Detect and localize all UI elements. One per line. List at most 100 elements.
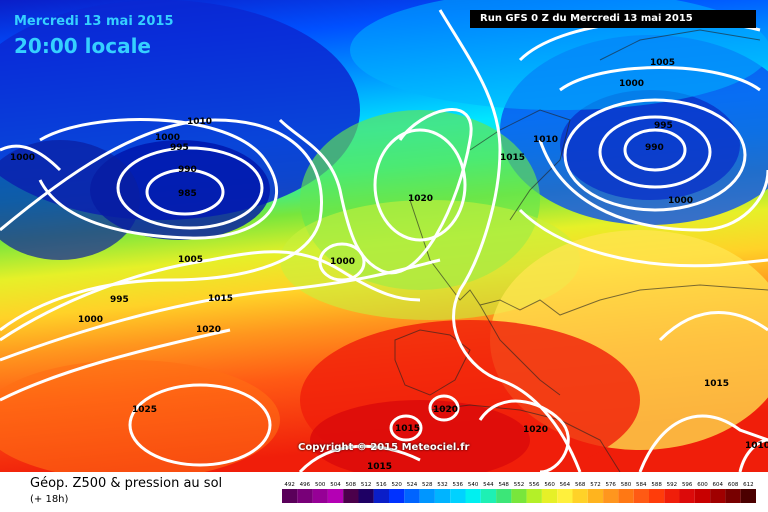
isobar-label: 1000: [668, 196, 693, 206]
isobar-label: 1015: [704, 379, 729, 389]
scale-tick-label: 588: [651, 482, 662, 488]
isobar-label: 1015: [395, 424, 420, 434]
scale-swatch: [649, 489, 665, 503]
scale-swatch: [694, 489, 711, 503]
scale-tick-label: 540: [468, 482, 479, 488]
isobar-label: 1020: [196, 325, 221, 335]
scale-tick-label: 508: [346, 482, 357, 488]
isobar-label: 1025: [132, 405, 157, 415]
scale-swatch: [282, 489, 298, 503]
isobar-label: 1010: [533, 135, 558, 145]
scale-tick-label: 576: [605, 482, 616, 488]
isobars: [0, 9, 768, 472]
scale-swatch: [389, 489, 405, 503]
scale-tick-label: 500: [315, 482, 326, 488]
scale-tick-label: 612: [743, 482, 754, 488]
copyright-text: Copyright © 2015 Meteociel.fr: [298, 442, 470, 453]
scale-tick-label: 552: [514, 482, 525, 488]
scale-swatch: [511, 489, 527, 503]
scale-swatch: [358, 489, 374, 503]
scale-tick-label: 516: [376, 482, 387, 488]
isobar-label: 1000: [619, 79, 644, 89]
isobar-label: 1005: [650, 58, 675, 68]
legend-title: Géop. Z500 & pression au sol: [30, 476, 223, 491]
scale-tick-label: 604: [713, 482, 724, 488]
scale-swatch: [664, 489, 680, 503]
isobar-label: 1015: [208, 294, 233, 304]
scale-tick-label: 600: [697, 482, 708, 488]
isobar-label: 1010: [187, 117, 212, 127]
isobar-label: 995: [110, 295, 129, 305]
scale-tick-label: 560: [544, 482, 555, 488]
forecast-date: Mercredi 13 mai 2015: [14, 14, 174, 29]
scale-tick-label: 496: [300, 482, 311, 488]
scale-tick-label: 524: [407, 482, 418, 488]
legend-subtitle: (+ 18h): [30, 494, 69, 505]
scale-swatch: [419, 489, 435, 503]
scale-swatches: [282, 489, 756, 503]
isobar-label: 1020: [433, 405, 458, 415]
scale-tick-label: 544: [483, 482, 494, 488]
isobar-label: 1020: [523, 425, 548, 435]
scale-tick-label: 536: [453, 482, 464, 488]
scale-tick-label: 580: [621, 482, 632, 488]
scale-tick-label: 520: [391, 482, 402, 488]
isobar-label: 985: [178, 189, 197, 199]
isobar-label: 1010: [745, 441, 768, 451]
scale-swatch: [679, 489, 695, 503]
scale-swatch: [725, 489, 741, 503]
scale-swatch: [465, 489, 481, 503]
scale-labels: 492 496 500 504 508 512 516 520 524 528 532 536 540 5…: [284, 482, 753, 488]
scale-tick-label: 532: [437, 482, 448, 488]
scale-swatch: [740, 489, 756, 503]
isobar-label: 1000: [10, 153, 35, 163]
scale-swatch: [297, 489, 313, 503]
scale-tick-label: 608: [728, 482, 739, 488]
isobar-label-group: 1000 1010 1000 995 990 985 1005 995 1000…: [10, 58, 768, 472]
scale-swatch: [587, 489, 604, 503]
isobar-label: 995: [170, 143, 189, 153]
isobar-label: 995: [654, 121, 673, 131]
scale-tick-label: 492: [284, 482, 295, 488]
scale-swatch: [327, 489, 344, 503]
isobar-label: 1005: [178, 255, 203, 265]
coastlines: [394, 29, 768, 472]
scale-tick-label: 584: [636, 482, 647, 488]
color-scale: 492 496 500 504 508 512 516 520 524 528 532 536 540 5…: [282, 482, 756, 503]
scale-tick-label: 568: [575, 482, 586, 488]
forecast-local-time: 20:00 locale: [14, 34, 151, 58]
scale-tick-label: 572: [590, 482, 601, 488]
scale-swatch: [572, 489, 588, 503]
scale-swatch: [633, 489, 649, 503]
scale-tick-label: 528: [422, 482, 433, 488]
scale-tick-label: 512: [361, 482, 372, 488]
scale-tick-label: 564: [560, 482, 571, 488]
geopotential-fields: [0, 0, 768, 472]
scale-swatch: [434, 489, 451, 503]
scale-swatch: [526, 489, 542, 503]
scale-swatch: [312, 489, 328, 503]
isobar-label: 990: [178, 165, 197, 175]
scale-swatch: [557, 489, 573, 503]
scale-swatch: [404, 489, 420, 503]
isobar-label: 1015: [500, 153, 525, 163]
scale-swatch: [603, 489, 619, 503]
scale-swatch: [343, 489, 359, 503]
scale-swatch: [541, 489, 558, 503]
isobar-label: 1000: [330, 257, 355, 267]
scale-swatch: [450, 489, 466, 503]
scale-swatch: [496, 489, 512, 503]
isobar-label: 990: [645, 143, 664, 153]
scale-swatch: [710, 489, 726, 503]
isobar-label: 1015: [367, 462, 392, 472]
scale-tick-label: 556: [529, 482, 540, 488]
scale-tick-label: 548: [498, 482, 509, 488]
scale-swatch: [373, 489, 389, 503]
isobar-label: 1000: [155, 133, 180, 143]
scale-tick-label: 592: [667, 482, 678, 488]
run-info-banner: Run GFS 0 Z du Mercredi 13 mai 2015: [470, 10, 756, 28]
scale-swatch: [618, 489, 634, 503]
geopotential-map: 1000 1010 1000 995 990 985 1005 995 1000…: [0, 0, 768, 472]
scale-tick-label: 504: [330, 482, 341, 488]
